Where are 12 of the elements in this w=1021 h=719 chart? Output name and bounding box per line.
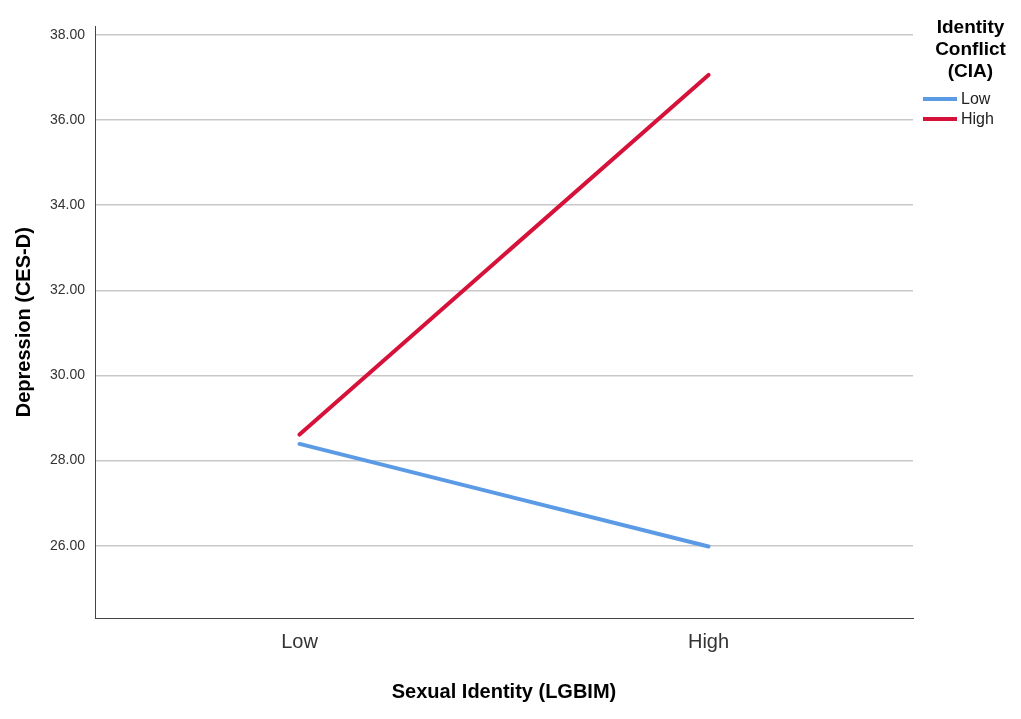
x-axis-title: Sexual Identity (LGBIM) (391, 679, 617, 702)
y-tick-label: 38.00 (49, 25, 86, 42)
legend-label: Low (961, 90, 991, 108)
y-axis-title: Depression (CES-D) (11, 227, 34, 418)
legend-title: Identity Conflict (CIA) (934, 16, 1007, 82)
y-tick-label: 26.00 (49, 536, 86, 553)
legend-label: High (961, 110, 994, 128)
y-tick-label: 34.00 (49, 196, 86, 213)
y-tick-label: 36.00 (49, 110, 86, 127)
y-tick-label: 28.00 (49, 451, 86, 468)
y-tick-label: 30.00 (49, 366, 86, 383)
y-tick-label: 32.00 (49, 281, 86, 298)
